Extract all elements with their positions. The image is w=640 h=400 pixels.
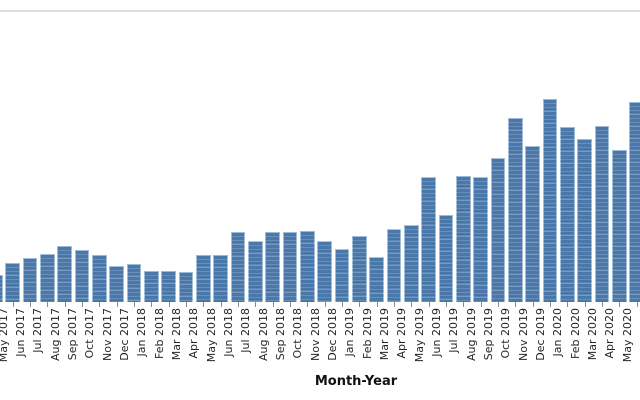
bar — [5, 262, 20, 302]
bar — [560, 126, 575, 302]
x-tick — [47, 302, 49, 307]
x-tick — [359, 302, 361, 307]
x-tick — [99, 302, 101, 307]
bar — [490, 157, 506, 302]
x-tick — [220, 302, 222, 307]
x-tick — [324, 302, 326, 307]
x-tick — [532, 302, 534, 307]
bar — [126, 263, 142, 302]
bar — [386, 228, 402, 302]
bar — [178, 271, 194, 302]
x-tick — [342, 302, 343, 307]
bar — [282, 231, 298, 302]
x-tick — [550, 302, 551, 307]
x-tick — [498, 302, 499, 307]
x-tick — [636, 302, 638, 307]
bar — [334, 248, 350, 302]
bar — [300, 230, 315, 302]
bar — [404, 224, 419, 302]
top-gridline — [0, 10, 640, 12]
x-tick — [151, 302, 153, 307]
x-tick — [463, 302, 465, 307]
x-tick — [584, 302, 586, 307]
bar — [144, 270, 159, 302]
x-tick — [446, 302, 447, 307]
x-tick — [602, 302, 603, 307]
bar — [230, 231, 246, 302]
x-tick — [116, 302, 118, 307]
bar — [352, 235, 367, 302]
bar — [74, 249, 90, 302]
x-tick — [567, 302, 569, 307]
bar — [92, 254, 107, 302]
bar — [525, 145, 540, 302]
bar — [629, 101, 640, 302]
bar — [248, 240, 263, 302]
bar — [22, 257, 38, 302]
x-tick — [480, 302, 482, 307]
bar — [40, 253, 55, 302]
bar — [109, 265, 124, 302]
bar — [213, 254, 228, 302]
bar — [161, 270, 176, 302]
bar — [473, 176, 488, 302]
x-tick — [12, 302, 14, 307]
x-tick — [203, 302, 205, 307]
bar — [438, 214, 454, 302]
bar — [577, 138, 592, 302]
x-tick — [290, 302, 291, 307]
x-tick — [255, 302, 257, 307]
x-tick — [515, 302, 517, 307]
bar — [317, 240, 332, 302]
x-tick — [186, 302, 187, 307]
x-tick — [134, 302, 135, 307]
bar — [612, 149, 627, 302]
bar — [542, 98, 558, 302]
x-tick — [376, 302, 378, 307]
bar — [265, 231, 280, 302]
x-axis-title: Month-Year — [314, 374, 398, 389]
bar — [421, 176, 436, 302]
bar — [369, 256, 384, 302]
bar — [508, 117, 523, 302]
bar — [594, 125, 610, 302]
x-tick — [168, 302, 170, 307]
x-tick — [82, 302, 83, 307]
bar — [196, 254, 211, 302]
x-tick — [307, 302, 309, 307]
x-tick — [30, 302, 31, 307]
x-tick — [428, 302, 430, 307]
x-tick — [394, 302, 395, 307]
x-tick — [619, 302, 621, 307]
x-tick — [411, 302, 413, 307]
x-tick — [272, 302, 274, 307]
bar — [456, 175, 471, 302]
x-tick — [64, 302, 66, 307]
bar — [57, 245, 72, 302]
x-tick-label: May 2020 — [620, 308, 634, 363]
x-tick — [238, 302, 239, 307]
bar — [0, 274, 3, 302]
